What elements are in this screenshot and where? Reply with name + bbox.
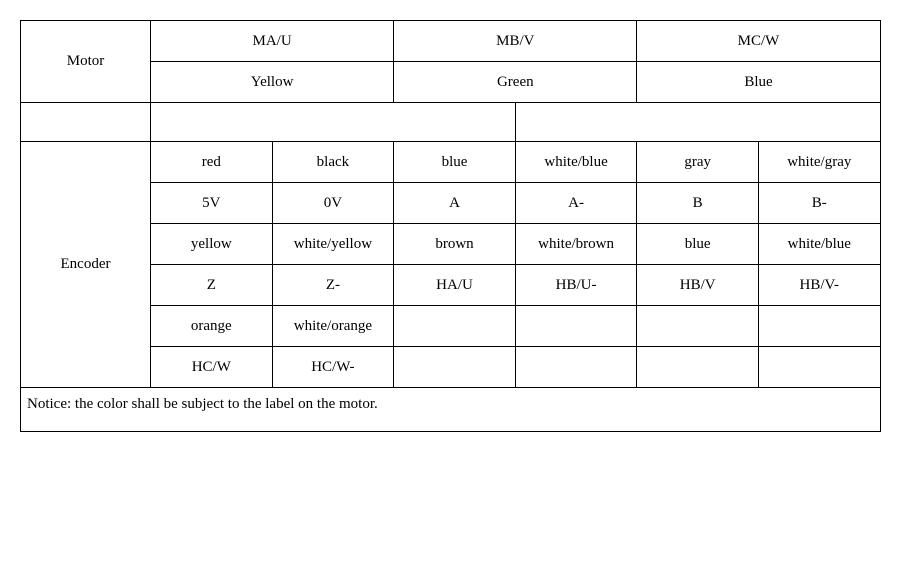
encoder-cell: HA/U: [394, 265, 516, 306]
encoder-cell: 5V: [151, 183, 273, 224]
encoder-cell: orange: [151, 306, 273, 347]
encoder-cell: HC/W-: [272, 347, 394, 388]
motor-color-c: Blue: [637, 62, 880, 103]
encoder-cell: gray: [637, 142, 759, 183]
motor-color-b: Green: [394, 62, 637, 103]
motor-phase-a: MA/U: [151, 21, 394, 62]
encoder-cell: [758, 347, 880, 388]
encoder-cell: HB/V: [637, 265, 759, 306]
encoder-cell: [394, 347, 516, 388]
encoder-cell: white/gray: [758, 142, 880, 183]
encoder-cell: HC/W: [151, 347, 273, 388]
encoder-cell: white/blue: [758, 224, 880, 265]
encoder-cell: [637, 306, 759, 347]
encoder-cell: [637, 347, 759, 388]
encoder-cell: white/brown: [515, 224, 637, 265]
separator-cell: [21, 103, 151, 142]
encoder-cell: blue: [394, 142, 516, 183]
encoder-cell: blue: [637, 224, 759, 265]
encoder-cell: Z-: [272, 265, 394, 306]
encoder-cell: white/blue: [515, 142, 637, 183]
encoder-cell: A-: [515, 183, 637, 224]
encoder-cell: [515, 306, 637, 347]
notice-row: Notice: the color shall be subject to th…: [21, 388, 881, 432]
separator-cell: [515, 103, 880, 142]
encoder-row-1: Encoder red black blue white/blue gray w…: [21, 142, 881, 183]
encoder-cell: Z: [151, 265, 273, 306]
motor-phase-row: Motor MA/U MB/V MC/W: [21, 21, 881, 62]
encoder-cell: B-: [758, 183, 880, 224]
motor-color-a: Yellow: [151, 62, 394, 103]
encoder-cell: HB/U-: [515, 265, 637, 306]
motor-label: Motor: [21, 21, 151, 103]
encoder-cell: [758, 306, 880, 347]
encoder-cell: red: [151, 142, 273, 183]
encoder-cell: white/yellow: [272, 224, 394, 265]
motor-phase-c: MC/W: [637, 21, 880, 62]
encoder-cell: B: [637, 183, 759, 224]
motor-phase-b: MB/V: [394, 21, 637, 62]
encoder-cell: [515, 347, 637, 388]
encoder-cell: HB/V-: [758, 265, 880, 306]
wiring-table: Motor MA/U MB/V MC/W Yellow Green Blue E…: [20, 20, 881, 432]
encoder-cell: yellow: [151, 224, 273, 265]
encoder-cell: brown: [394, 224, 516, 265]
encoder-label: Encoder: [21, 142, 151, 388]
separator-row: [21, 103, 881, 142]
encoder-cell: white/orange: [272, 306, 394, 347]
encoder-cell: A: [394, 183, 516, 224]
notice-text: Notice: the color shall be subject to th…: [21, 388, 881, 432]
encoder-cell: 0V: [272, 183, 394, 224]
separator-cell: [151, 103, 516, 142]
encoder-cell: [394, 306, 516, 347]
encoder-cell: black: [272, 142, 394, 183]
